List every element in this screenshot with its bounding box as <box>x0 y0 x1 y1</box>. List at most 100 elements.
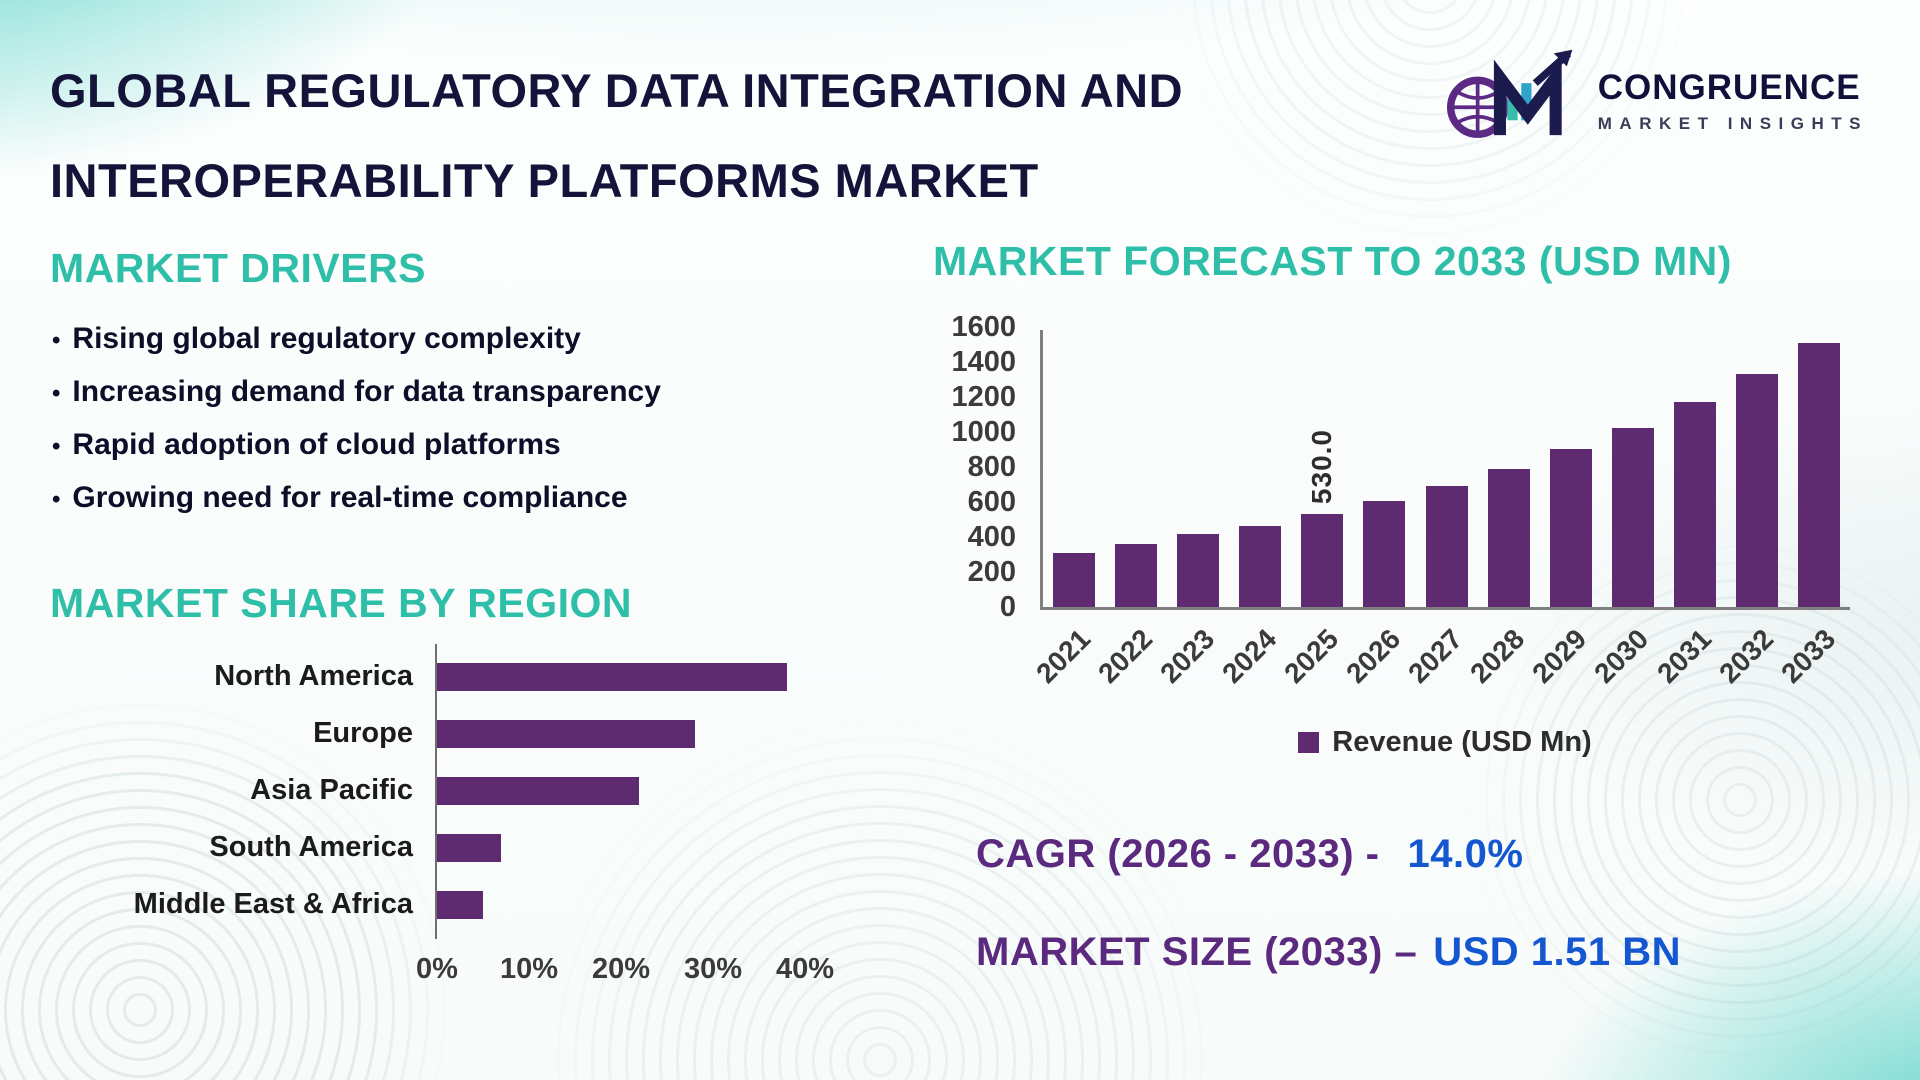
region-track <box>437 833 880 862</box>
logo-brand-name: CONGRUENCE <box>1597 67 1861 107</box>
region-row: Europe <box>50 705 880 762</box>
driver-text: Growing need for real-time compliance <box>72 481 628 514</box>
forecast-slot: 2033 <box>1775 330 1850 689</box>
forecast-y-tick-label: 1600 <box>951 311 1016 343</box>
forecast-x-tick-label: 2023 <box>1154 623 1221 689</box>
company-logo: CONGRUENCE MARKET INSIGHTS <box>1442 46 1868 155</box>
forecast-slot: 2023 <box>1154 330 1229 689</box>
driver-item: • Increasing demand for data transparenc… <box>52 375 661 428</box>
region-ticks: 0% 10% 20% 30% 40% <box>416 953 880 993</box>
forecast-slot: 2032 <box>1713 330 1788 689</box>
region-row: North America <box>50 648 880 705</box>
forecast-bar-2032 <box>1735 374 1778 607</box>
driver-text: Rising global regulatory complexity <box>72 322 581 355</box>
driver-item: • Growing need for real-time compliance <box>52 481 661 534</box>
forecast-y-tick-label: 600 <box>967 486 1016 518</box>
region-bar-1 <box>437 719 695 748</box>
forecast-x-tick-label: 2025 <box>1278 623 1345 689</box>
driver-item: • Rising global regulatory complexity <box>52 322 661 375</box>
forecast-x-tick-label: 2028 <box>1464 623 1531 689</box>
region-label: South America <box>209 831 413 863</box>
forecast-slot: 2022 <box>1092 330 1167 689</box>
region-x-tick-label: 0% <box>416 953 458 985</box>
forecast-bar-2027 <box>1425 486 1468 607</box>
forecast-bar-2022 <box>1115 544 1158 607</box>
market-forecast-heading: MARKET FORECAST TO 2033 (USD MN) <box>933 238 1732 284</box>
forecast-bar-2024 <box>1239 526 1282 607</box>
region-share-chart: North America Europe Asia Pacific South Ame… <box>50 644 880 993</box>
forecast-x-tick-label: 2029 <box>1526 623 1593 689</box>
forecast-bar-2029 <box>1549 449 1592 607</box>
legend-swatch-icon <box>1298 732 1320 753</box>
forecast-slot: 2026 <box>1340 330 1415 689</box>
region-track <box>437 890 880 919</box>
region-track <box>437 776 880 805</box>
forecast-x-tick-label: 2032 <box>1712 623 1779 689</box>
region-x-tick-label: 30% <box>683 953 743 985</box>
forecast-x-tick-label: 2030 <box>1588 623 1655 689</box>
market-drivers-list: • Rising global regulatory complexity • … <box>52 322 661 534</box>
region-label: Middle East & Africa <box>133 888 413 920</box>
logo-mark-icon <box>1442 46 1582 155</box>
market-size-label: MARKET SIZE (2033) – <box>976 930 1418 974</box>
forecast-slot: 2027 <box>1402 330 1477 689</box>
region-row: Middle East & Africa <box>50 876 880 933</box>
forecast-x-tick-label: 2022 <box>1092 623 1159 689</box>
region-track <box>437 662 880 691</box>
page-title-line2: INTEROPERABILITY PLATFORMS MARKET <box>50 154 1039 207</box>
forecast-slot: 530.0 2025 <box>1278 330 1353 689</box>
region-rows: North America Europe Asia Pacific South Ame… <box>50 644 880 939</box>
region-label: North America <box>214 660 413 692</box>
region-row: Asia Pacific <box>50 762 880 819</box>
logo-brand-tagline: MARKET INSIGHTS <box>1597 113 1868 133</box>
forecast-y-tick-label: 1200 <box>951 381 1016 413</box>
forecast-y-tick-label: 400 <box>967 521 1016 553</box>
forecast-bar-2033 <box>1797 343 1840 607</box>
forecast-bar-2025 <box>1301 514 1344 607</box>
forecast-bar-value-label: 530.0 <box>1306 428 1338 504</box>
logo-text: CONGRUENCE MARKET INSIGHTS <box>1598 68 1868 134</box>
region-chart-axis-line <box>435 644 437 939</box>
forecast-bar-2023 <box>1177 534 1220 607</box>
forecast-slot: 2030 <box>1589 330 1664 689</box>
forecast-bar-2026 <box>1363 501 1406 607</box>
cagr-label: CAGR (2026 - 2033) - <box>976 832 1380 876</box>
forecast-slot: 2031 <box>1651 330 1726 689</box>
forecast-x-tick-label: 2026 <box>1340 623 1407 689</box>
cagr-stat: CAGR (2026 - 2033) - 14.0% <box>976 832 1523 877</box>
forecast-x-tick-label: 2021 <box>1029 623 1096 689</box>
region-x-tick-label: 40% <box>775 953 835 985</box>
forecast-y-axis: 0 200 400 600 800 1000 1200 1400 1600 <box>925 312 1030 622</box>
forecast-x-tick-label: 2031 <box>1650 623 1717 689</box>
forecast-slot: 2029 <box>1527 330 1602 689</box>
page-title: GLOBAL REGULATORY DATA INTEGRATION AND I… <box>50 46 1183 226</box>
forecast-slot: 2024 <box>1216 330 1291 689</box>
market-share-heading: MARKET SHARE BY REGION <box>50 580 633 626</box>
bullet-icon: • <box>52 433 61 460</box>
legend-label: Revenue (USD Mn) <box>1332 726 1592 758</box>
forecast-y-tick-label: 200 <box>967 556 1016 588</box>
bullet-icon: • <box>52 327 61 354</box>
region-x-tick-label: 10% <box>499 953 559 985</box>
page-title-line1: GLOBAL REGULATORY DATA INTEGRATION AND <box>50 64 1184 117</box>
forecast-slot: 2021 <box>1030 330 1105 689</box>
bullet-icon: • <box>52 380 61 407</box>
driver-item: • Rapid adoption of cloud platforms <box>52 428 661 481</box>
region-x-tick-label: 20% <box>591 953 651 985</box>
region-row: South America <box>50 819 880 876</box>
forecast-y-tick-label: 1400 <box>951 346 1016 378</box>
forecast-legend: Revenue (USD Mn) <box>1040 726 1850 759</box>
forecast-x-tick-label: 2024 <box>1216 623 1283 689</box>
region-bar-4 <box>437 890 483 919</box>
region-bar-0 <box>437 662 787 691</box>
region-label: Asia Pacific <box>250 774 413 806</box>
forecast-x-tick-label: 2027 <box>1402 623 1469 689</box>
driver-text: Rapid adoption of cloud platforms <box>72 428 561 461</box>
market-size-stat: MARKET SIZE (2033) – USD 1.51 BN <box>976 930 1681 975</box>
forecast-y-tick-label: 1000 <box>951 416 1016 448</box>
forecast-chart: 0 200 400 600 800 1000 1200 1400 1600 2021 2022 20… <box>951 312 1850 689</box>
region-label: Europe <box>313 717 413 749</box>
market-size-value: USD 1.51 BN <box>1433 930 1682 974</box>
bullet-icon: • <box>52 486 61 513</box>
market-drivers-heading: MARKET DRIVERS <box>50 245 427 291</box>
